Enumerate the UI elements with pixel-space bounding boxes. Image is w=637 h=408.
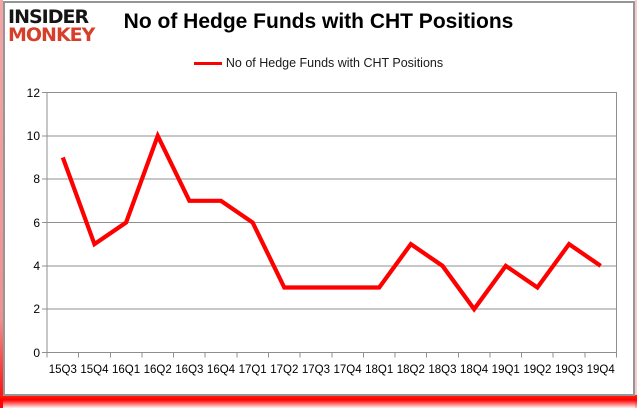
x-axis-tick-label: 15Q3	[48, 364, 77, 376]
frame-left-accent	[0, 0, 3, 408]
x-axis-tick-label: 17Q1	[238, 364, 267, 376]
y-axis-tick-label: 2	[33, 302, 40, 317]
x-axis-tick-label: 18Q2	[396, 364, 425, 376]
y-axis-tick-label: 4	[33, 258, 40, 273]
x-axis-tick-label: 19Q2	[523, 364, 552, 376]
insider-monkey-logo: INSIDER MONKEY	[8, 6, 95, 46]
logo-text-monkey: MONKEY	[8, 24, 95, 46]
x-axis-tick-label: 19Q1	[491, 364, 520, 376]
x-axis-tick-label: 16Q3	[175, 364, 204, 376]
x-axis-tick-label: 16Q2	[143, 364, 172, 376]
x-axis-tick-label: 17Q2	[270, 364, 299, 376]
x-axis-tick-label: 17Q3	[301, 364, 330, 376]
x-axis-tick-label: 16Q4	[206, 364, 236, 376]
x-axis-tick-label: 19Q4	[586, 364, 615, 376]
logo-text-insider: INSIDER	[8, 6, 89, 28]
y-axis-tick-label: 8	[33, 172, 40, 187]
x-axis-tick-label: 18Q4	[460, 364, 489, 376]
frame-right-accent	[635, 0, 637, 408]
y-axis-tick-label: 10	[26, 128, 40, 143]
frame-bottom-accent	[0, 395, 637, 408]
legend-line-swatch	[193, 61, 222, 65]
legend-label: No of Hedge Funds with CHT Positions	[225, 56, 444, 70]
y-axis-tick-label: 0	[33, 345, 40, 360]
y-axis-tick-label: 12	[26, 85, 40, 100]
y-axis-tick-label: 6	[33, 215, 40, 230]
x-axis-tick-label: 18Q3	[428, 364, 457, 376]
x-axis-tick-label: 18Q1	[365, 364, 394, 376]
x-axis-tick-label: 15Q4	[80, 364, 109, 376]
chart-title: No of Hedge Funds with CHT Positions	[123, 10, 514, 33]
x-axis-tick-label: 16Q1	[112, 364, 141, 376]
x-axis-tick-label: 17Q4	[333, 364, 362, 376]
x-axis-tick-label: 19Q3	[554, 364, 584, 376]
legend: No of Hedge Funds with CHT Positions	[0, 56, 637, 70]
